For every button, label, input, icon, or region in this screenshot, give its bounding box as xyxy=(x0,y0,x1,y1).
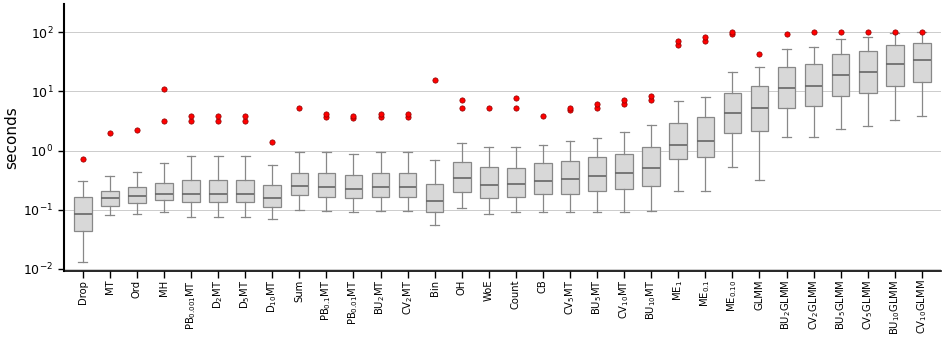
PathPatch shape xyxy=(885,45,902,86)
PathPatch shape xyxy=(912,43,930,82)
PathPatch shape xyxy=(210,180,227,202)
PathPatch shape xyxy=(74,197,92,231)
PathPatch shape xyxy=(507,167,524,197)
PathPatch shape xyxy=(371,173,389,197)
PathPatch shape xyxy=(290,173,308,195)
PathPatch shape xyxy=(317,173,335,197)
PathPatch shape xyxy=(345,175,362,198)
PathPatch shape xyxy=(588,157,605,191)
PathPatch shape xyxy=(452,162,470,193)
PathPatch shape xyxy=(480,167,497,198)
PathPatch shape xyxy=(101,191,119,206)
PathPatch shape xyxy=(155,183,173,200)
PathPatch shape xyxy=(858,51,876,93)
PathPatch shape xyxy=(182,180,199,202)
Y-axis label: seconds: seconds xyxy=(4,106,19,169)
PathPatch shape xyxy=(128,186,145,203)
PathPatch shape xyxy=(398,173,416,197)
PathPatch shape xyxy=(777,67,795,108)
PathPatch shape xyxy=(642,147,659,185)
PathPatch shape xyxy=(696,117,714,157)
PathPatch shape xyxy=(804,64,821,106)
PathPatch shape xyxy=(831,54,849,96)
PathPatch shape xyxy=(236,180,254,202)
PathPatch shape xyxy=(750,86,767,132)
PathPatch shape xyxy=(668,123,686,159)
PathPatch shape xyxy=(723,93,740,133)
PathPatch shape xyxy=(533,163,551,195)
PathPatch shape xyxy=(263,185,280,207)
PathPatch shape xyxy=(426,184,443,212)
PathPatch shape xyxy=(615,154,632,189)
PathPatch shape xyxy=(561,161,578,194)
